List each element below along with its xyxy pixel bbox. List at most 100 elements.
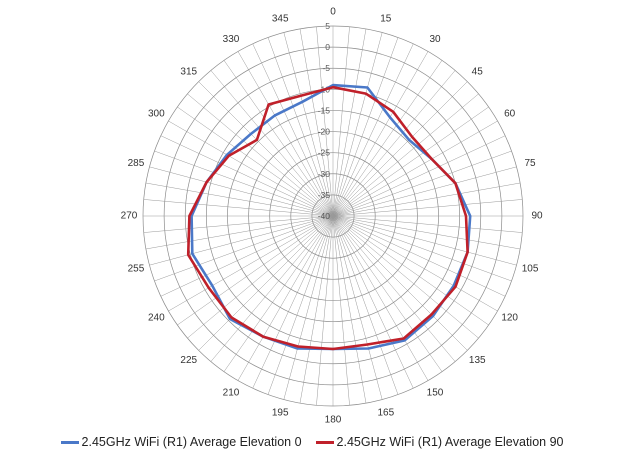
grid-spoke xyxy=(210,70,334,217)
angle-tick-label: 345 xyxy=(272,14,289,25)
grid-spoke xyxy=(223,60,334,217)
angle-tick-label: 75 xyxy=(524,158,536,169)
radial-tick-label: -30 xyxy=(318,169,331,179)
polar-grid xyxy=(142,25,524,407)
angle-tick-label: 285 xyxy=(128,158,145,169)
grid-spoke xyxy=(332,43,414,217)
grid-spoke xyxy=(160,215,334,297)
grid-spoke xyxy=(332,215,517,266)
grid-spoke xyxy=(332,28,367,217)
grid-spoke xyxy=(332,215,414,389)
grid-spoke xyxy=(143,215,334,233)
grid-spoke xyxy=(252,215,334,389)
legend: 2.45GHz WiFi (R1) Average Elevation 0 2.… xyxy=(0,435,624,449)
grid-spoke xyxy=(145,182,334,217)
grid-spoke xyxy=(332,106,489,217)
angle-tick-label: 0 xyxy=(330,7,336,18)
angle-tick-label: 270 xyxy=(121,211,138,222)
radial-tick-label: -20 xyxy=(318,127,331,137)
grid-spoke xyxy=(210,215,334,362)
grid-spoke xyxy=(154,215,334,282)
series-line-1 xyxy=(186,85,469,351)
grid-spoke xyxy=(332,32,383,217)
grid-spoke xyxy=(154,150,334,217)
grid-spoke xyxy=(332,215,498,312)
angle-tick-label: 105 xyxy=(522,263,539,274)
grid-spoke xyxy=(332,26,350,217)
grid-spoke xyxy=(332,215,443,372)
grid-spoke xyxy=(177,106,334,217)
grid-spoke xyxy=(332,215,489,326)
grid-spoke xyxy=(332,215,523,233)
grid-spoke xyxy=(149,166,334,217)
grid-spoke xyxy=(332,70,456,217)
polar-chart: 0 15 30 45 60 75 90 105 120 135 150 165 180 195 210 225… xyxy=(121,7,543,426)
radial-tick-label: -15 xyxy=(318,105,331,115)
grid-spoke xyxy=(332,215,350,406)
grid-spoke xyxy=(332,215,429,381)
grid-spoke xyxy=(299,28,334,217)
angle-tick-label: 330 xyxy=(223,34,240,45)
radial-tick-labels: 50-5-10-15-20-25-30-35-40 xyxy=(318,21,331,221)
angle-tick-label: 240 xyxy=(148,313,165,324)
grid-spoke xyxy=(332,81,468,217)
angle-tick-label: 30 xyxy=(429,34,441,45)
grid-spoke xyxy=(332,51,429,217)
grid-spoke xyxy=(316,215,334,406)
grid-spoke xyxy=(168,215,334,312)
series-layer xyxy=(186,83,472,351)
angle-tick-label: 225 xyxy=(180,355,197,366)
radial-tick-label: -40 xyxy=(318,211,331,221)
angle-tick-label: 255 xyxy=(128,263,145,274)
grid-spoke xyxy=(332,199,523,217)
grid-spoke xyxy=(332,215,399,395)
angle-tick-label: 165 xyxy=(377,408,394,419)
grid-spoke xyxy=(198,215,334,351)
radial-tick-label: 5 xyxy=(325,21,330,31)
grid-spoke xyxy=(149,215,334,266)
legend-item-elevation-0: 2.45GHz WiFi (R1) Average Elevation 0 xyxy=(60,435,302,449)
grid-spoke xyxy=(332,93,479,217)
angle-tick-label: 120 xyxy=(501,313,518,324)
grid-spoke xyxy=(332,215,468,351)
grid-spoke xyxy=(168,120,334,217)
angle-tick-label: 135 xyxy=(469,355,486,366)
grid-spoke xyxy=(160,135,334,217)
angle-tick-label: 180 xyxy=(325,415,342,426)
angle-tick-label: 210 xyxy=(223,387,240,398)
grid-spoke xyxy=(332,120,498,217)
angle-tick-label: 315 xyxy=(180,66,197,77)
grid-spoke xyxy=(187,93,334,217)
radial-tick-label: -5 xyxy=(322,63,330,73)
grid-spoke xyxy=(332,135,506,217)
grid-spoke xyxy=(332,182,521,217)
angle-tick-label: 45 xyxy=(472,66,484,77)
radial-tick-label: -25 xyxy=(318,148,331,158)
grid-spoke xyxy=(223,215,334,372)
legend-label-elevation-90: 2.45GHz WiFi (R1) Average Elevation 90 xyxy=(336,435,564,449)
grid-spoke xyxy=(237,215,334,381)
grid-spoke xyxy=(177,215,334,326)
grid-spoke xyxy=(198,81,334,217)
grid-spoke xyxy=(145,215,334,250)
angle-tick-label: 90 xyxy=(531,211,543,222)
grid-spoke xyxy=(316,26,334,217)
grid-spoke xyxy=(332,60,443,217)
angle-tick-label: 60 xyxy=(504,109,516,120)
grid-spoke xyxy=(267,37,334,217)
legend-label-elevation-0: 2.45GHz WiFi (R1) Average Elevation 0 xyxy=(81,435,302,449)
grid-spoke xyxy=(332,215,383,400)
grid-spoke xyxy=(283,215,334,400)
radial-tick-label: 0 xyxy=(325,42,330,52)
grid-spoke xyxy=(332,166,517,217)
grid-spoke xyxy=(332,37,399,217)
angle-tick-labels: 0 15 30 45 60 75 90 105 120 135 150 165 180 195 210 225… xyxy=(121,7,543,426)
grid-spoke xyxy=(143,199,334,217)
angle-tick-label: 300 xyxy=(148,109,165,120)
grid-spoke xyxy=(283,32,334,217)
grid-spoke xyxy=(332,215,456,362)
grid-spoke xyxy=(332,150,512,217)
angle-tick-label: 150 xyxy=(427,387,444,398)
angle-tick-label: 195 xyxy=(272,408,289,419)
legend-swatch-elevation-0 xyxy=(60,440,79,444)
